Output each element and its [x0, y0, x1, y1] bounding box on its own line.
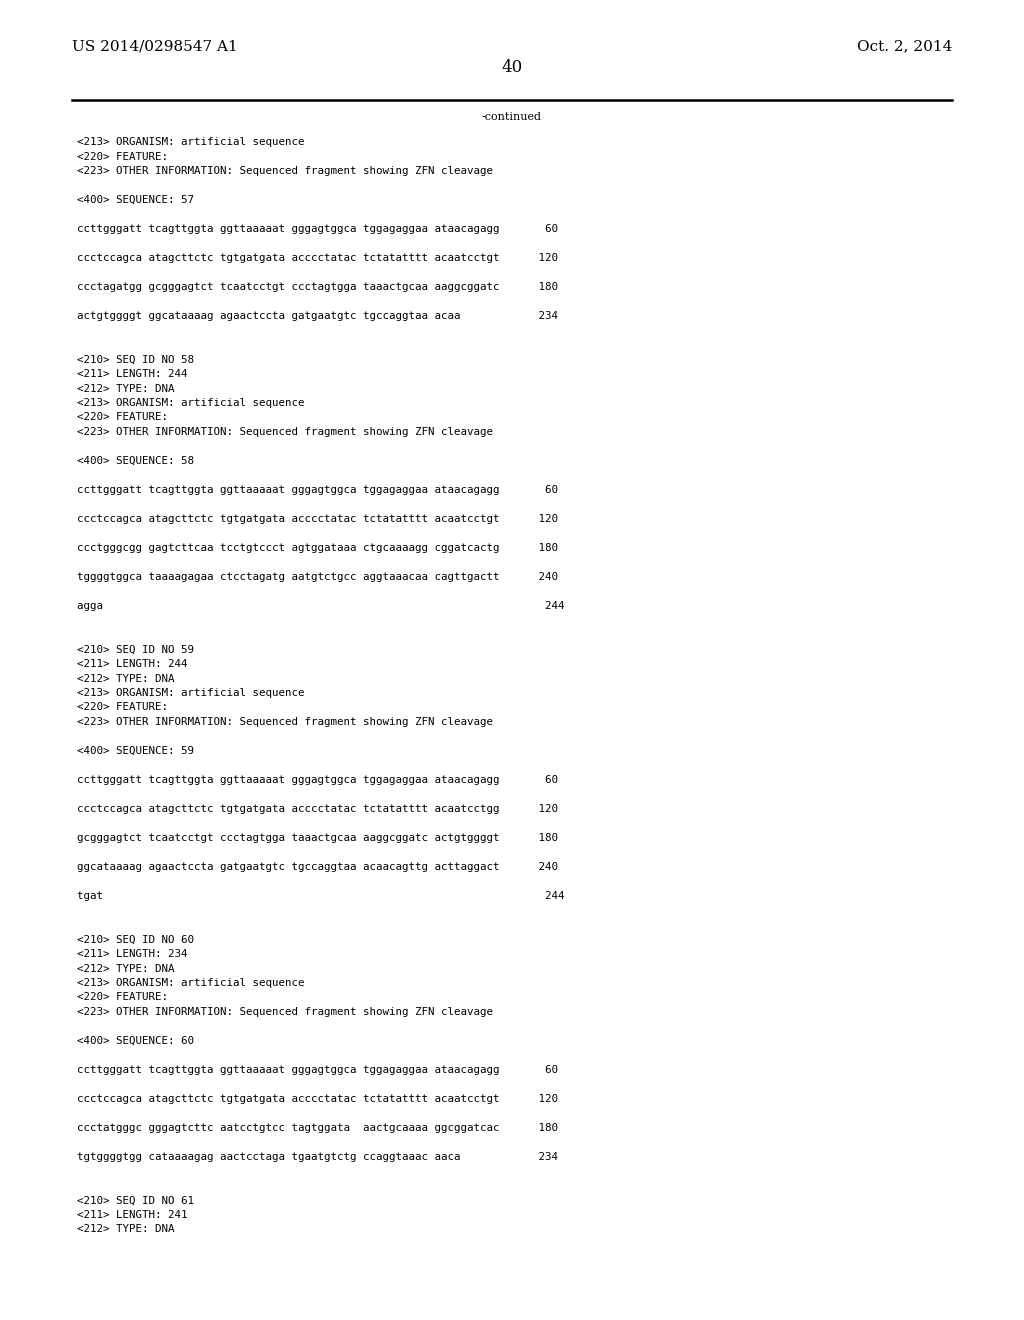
Text: <400> SEQUENCE: 59: <400> SEQUENCE: 59 — [77, 746, 194, 756]
Text: ccctgggcgg gagtcttcaa tcctgtccct agtggataaa ctgcaaaagg cggatcactg      180: ccctgggcgg gagtcttcaa tcctgtccct agtggat… — [77, 543, 558, 553]
Text: <213> ORGANISM: artificial sequence: <213> ORGANISM: artificial sequence — [77, 688, 304, 698]
Text: <400> SEQUENCE: 57: <400> SEQUENCE: 57 — [77, 195, 194, 205]
Text: <400> SEQUENCE: 60: <400> SEQUENCE: 60 — [77, 1036, 194, 1045]
Text: <223> OTHER INFORMATION: Sequenced fragment showing ZFN cleavage: <223> OTHER INFORMATION: Sequenced fragm… — [77, 1007, 493, 1016]
Text: <400> SEQUENCE: 58: <400> SEQUENCE: 58 — [77, 455, 194, 466]
Text: -continued: -continued — [482, 112, 542, 121]
Text: <211> LENGTH: 244: <211> LENGTH: 244 — [77, 659, 187, 669]
Text: <211> LENGTH: 241: <211> LENGTH: 241 — [77, 1210, 187, 1220]
Text: tgtggggtgg cataaaagag aactcctaga tgaatgtctg ccaggtaaac aaca            234: tgtggggtgg cataaaagag aactcctaga tgaatgt… — [77, 1152, 558, 1162]
Text: <220> FEATURE:: <220> FEATURE: — [77, 412, 168, 422]
Text: ccttgggatt tcagttggta ggttaaaaat gggagtggca tggagaggaa ataacagagg       60: ccttgggatt tcagttggta ggttaaaaat gggagtg… — [77, 224, 558, 234]
Text: ccctccagca atagcttctc tgtgatgata acccctatac tctatatttt acaatcctgt      120: ccctccagca atagcttctc tgtgatgata accccta… — [77, 1094, 558, 1104]
Text: <212> TYPE: DNA: <212> TYPE: DNA — [77, 964, 174, 974]
Text: <212> TYPE: DNA: <212> TYPE: DNA — [77, 384, 174, 393]
Text: ccctccagca atagcttctc tgtgatgata acccctatac tctatatttt acaatcctgt      120: ccctccagca atagcttctc tgtgatgata accccta… — [77, 253, 558, 263]
Text: Oct. 2, 2014: Oct. 2, 2014 — [857, 40, 952, 53]
Text: <212> TYPE: DNA: <212> TYPE: DNA — [77, 673, 174, 684]
Text: <210> SEQ ID NO 59: <210> SEQ ID NO 59 — [77, 644, 194, 655]
Text: <210> SEQ ID NO 60: <210> SEQ ID NO 60 — [77, 935, 194, 945]
Text: actgtggggt ggcataaaag agaactccta gatgaatgtc tgccaggtaa acaa            234: actgtggggt ggcataaaag agaactccta gatgaat… — [77, 312, 558, 321]
Text: <211> LENGTH: 244: <211> LENGTH: 244 — [77, 370, 187, 379]
Text: ggcataaaag agaactccta gatgaatgtc tgccaggtaa acaacagttg acttaggact      240: ggcataaaag agaactccta gatgaatgtc tgccagg… — [77, 862, 558, 873]
Text: <213> ORGANISM: artificial sequence: <213> ORGANISM: artificial sequence — [77, 137, 304, 147]
Text: tggggtggca taaaagagaa ctcctagatg aatgtctgcc aggtaaacaa cagttgactt      240: tggggtggca taaaagagaa ctcctagatg aatgtct… — [77, 572, 558, 582]
Text: <211> LENGTH: 234: <211> LENGTH: 234 — [77, 949, 187, 960]
Text: <210> SEQ ID NO 58: <210> SEQ ID NO 58 — [77, 355, 194, 364]
Text: ccctatgggc gggagtcttc aatcctgtcc tagtggata  aactgcaaaa ggcggatcac      180: ccctatgggc gggagtcttc aatcctgtcc tagtgga… — [77, 1123, 558, 1133]
Text: <223> OTHER INFORMATION: Sequenced fragment showing ZFN cleavage: <223> OTHER INFORMATION: Sequenced fragm… — [77, 426, 493, 437]
Text: ccttgggatt tcagttggta ggttaaaaat gggagtggca tggagaggaa ataacagagg       60: ccttgggatt tcagttggta ggttaaaaat gggagtg… — [77, 775, 558, 785]
Text: <223> OTHER INFORMATION: Sequenced fragment showing ZFN cleavage: <223> OTHER INFORMATION: Sequenced fragm… — [77, 166, 493, 176]
Text: agga                                                                    244: agga 244 — [77, 601, 564, 611]
Text: <220> FEATURE:: <220> FEATURE: — [77, 993, 168, 1002]
Text: <220> FEATURE:: <220> FEATURE: — [77, 152, 168, 161]
Text: tgat                                                                    244: tgat 244 — [77, 891, 564, 902]
Text: <213> ORGANISM: artificial sequence: <213> ORGANISM: artificial sequence — [77, 399, 304, 408]
Text: <210> SEQ ID NO 61: <210> SEQ ID NO 61 — [77, 1196, 194, 1205]
Text: ccctccagca atagcttctc tgtgatgata acccctatac tctatatttt acaatcctgt      120: ccctccagca atagcttctc tgtgatgata accccta… — [77, 513, 558, 524]
Text: <212> TYPE: DNA: <212> TYPE: DNA — [77, 1225, 174, 1234]
Text: <220> FEATURE:: <220> FEATURE: — [77, 702, 168, 713]
Text: ccttgggatt tcagttggta ggttaaaaat gggagtggca tggagaggaa ataacagagg       60: ccttgggatt tcagttggta ggttaaaaat gggagtg… — [77, 484, 558, 495]
Text: <223> OTHER INFORMATION: Sequenced fragment showing ZFN cleavage: <223> OTHER INFORMATION: Sequenced fragm… — [77, 717, 493, 727]
Text: US 2014/0298547 A1: US 2014/0298547 A1 — [72, 40, 238, 53]
Text: gcgggagtct tcaatcctgt ccctagtgga taaactgcaa aaggcggatc actgtggggt      180: gcgggagtct tcaatcctgt ccctagtgga taaactg… — [77, 833, 558, 843]
Text: 40: 40 — [502, 59, 522, 77]
Text: ccctagatgg gcgggagtct tcaatcctgt ccctagtgga taaactgcaa aaggcggatc      180: ccctagatgg gcgggagtct tcaatcctgt ccctagt… — [77, 282, 558, 292]
Text: ccctccagca atagcttctc tgtgatgata acccctatac tctatatttt acaatcctgg      120: ccctccagca atagcttctc tgtgatgata accccta… — [77, 804, 558, 814]
Text: ccttgggatt tcagttggta ggttaaaaat gggagtggca tggagaggaa ataacagagg       60: ccttgggatt tcagttggta ggttaaaaat gggagtg… — [77, 1065, 558, 1074]
Text: <213> ORGANISM: artificial sequence: <213> ORGANISM: artificial sequence — [77, 978, 304, 987]
